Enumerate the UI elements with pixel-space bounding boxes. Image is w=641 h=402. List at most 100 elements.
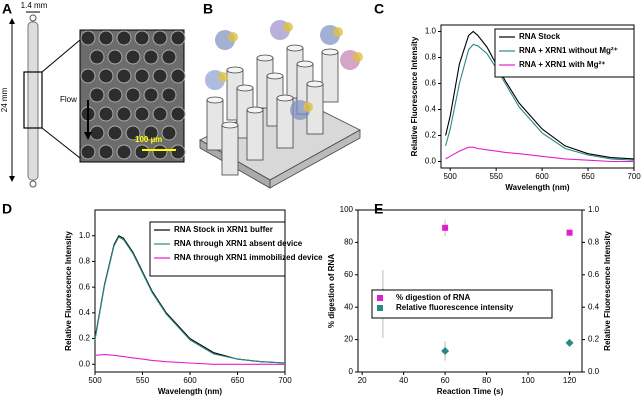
x-tick-label: 600 (183, 376, 197, 385)
y-tick-label: 0.0 (425, 157, 437, 166)
x-tick-label: 500 (88, 376, 102, 385)
pillar-hole (98, 144, 114, 160)
pillar-top (321, 48, 339, 56)
pillar-hole (116, 106, 132, 122)
panel-label: E (374, 201, 383, 217)
panel-label: A (2, 1, 12, 17)
pillar-top (296, 60, 314, 68)
pillar-hole (89, 49, 105, 65)
y-tick-label: 0.0 (79, 359, 91, 368)
legend-label: RNA + XRN1 without Mg²⁺ (519, 46, 618, 55)
y-tick-label: 0.2 (79, 334, 91, 343)
x-tick-label: 550 (489, 172, 503, 181)
pillar-hole (134, 144, 150, 160)
pillar-top (286, 44, 304, 52)
legend-label: RNA through XRN1 absent device (174, 239, 303, 248)
y-tick-label: 0.2 (425, 131, 437, 140)
pillar-hole (143, 49, 159, 65)
x-tick-label: 40 (399, 376, 408, 385)
point (442, 224, 449, 231)
x-axis-label: Wavelength (nm) (505, 183, 569, 192)
legend-label: RNA + XRN1 with Mg²⁺ (519, 60, 605, 69)
y-tick-label: 100 (340, 205, 354, 214)
legend-label: RNA Stock (519, 32, 561, 41)
plot-frame (357, 209, 583, 373)
point (441, 346, 450, 355)
pillar-hole (143, 125, 159, 141)
enzyme (218, 72, 228, 82)
x-tick-label: 120 (563, 376, 577, 385)
pillar-hole (125, 87, 141, 103)
pillar-top (226, 66, 244, 74)
pillar-hole (107, 125, 123, 141)
x-tick-label: 650 (581, 172, 595, 181)
pillar-hole (107, 49, 123, 65)
enzyme (333, 27, 343, 37)
x-tick-label: 550 (136, 376, 150, 385)
y2-tick-label: 0.4 (588, 302, 600, 311)
pillar-top (256, 54, 274, 62)
y-tick-label: 0.6 (79, 282, 91, 291)
x-tick-label: 20 (358, 376, 367, 385)
y-axis-label: Relative Fluorescence Intensity (410, 36, 419, 156)
x-tick-label: 80 (482, 376, 491, 385)
pillar (246, 109, 264, 161)
pillar-top (236, 84, 254, 92)
pillar (276, 97, 294, 149)
y-tick-label: 40 (344, 302, 353, 311)
pillar-top (266, 72, 284, 80)
pillar-hole (116, 144, 132, 160)
legend-box (494, 28, 635, 78)
y-tick-label: 0 (349, 367, 354, 376)
pillar-hole (80, 68, 96, 84)
y-tick-label: 60 (344, 270, 353, 279)
pillar-hole (125, 125, 141, 141)
pillar-top (246, 106, 264, 114)
pillar-hole (98, 30, 114, 46)
pillar-hole (80, 30, 96, 46)
flow-label: Flow (60, 95, 77, 104)
y-tick-label: 20 (344, 335, 353, 344)
y2-tick-label: 0.2 (588, 335, 600, 344)
x-tick-label: 60 (441, 376, 450, 385)
x-axis-label: Wavelength (nm) (158, 387, 222, 396)
legend-swatch (377, 295, 383, 301)
line (94, 354, 285, 365)
pillar-illustration (199, 20, 363, 189)
enzyme (283, 22, 293, 32)
legend-label: Relative fluorescence intensity (396, 303, 514, 312)
pillar (321, 51, 339, 103)
pillar-top (206, 96, 224, 104)
x-tick-label: 500 (444, 172, 458, 181)
pillar-hole (134, 68, 150, 84)
pillar (206, 99, 224, 151)
y-tick-label: 0.4 (79, 308, 91, 317)
pillar-hole (125, 49, 141, 65)
pillar-hole (152, 106, 168, 122)
enzyme (303, 102, 313, 112)
pillar-hole (107, 87, 123, 103)
point (565, 338, 574, 347)
y2-axis-label: Relative Fluorescence Intensity (603, 231, 612, 351)
pillar-hole (89, 125, 105, 141)
y-tick-label: 0.6 (425, 79, 437, 88)
y-axis-label: Relative Fluorescence Intensity (64, 231, 73, 351)
pillar-hole (152, 68, 168, 84)
legend-label: RNA through XRN1 immobilized device (174, 253, 323, 262)
legend-label: RNA Stock in XRN1 buffer (174, 225, 273, 234)
enzyme (353, 52, 363, 62)
pillar-hole (80, 144, 96, 160)
point (566, 229, 573, 236)
legend-box (371, 289, 553, 319)
pillar-top (221, 121, 239, 129)
pillar-hole (89, 87, 105, 103)
pillar-hole (98, 68, 114, 84)
pillar-hole (161, 125, 177, 141)
pillar-hole (170, 68, 186, 84)
pillar-hole (170, 106, 186, 122)
pillar-top (306, 80, 324, 88)
pillar-hole (161, 87, 177, 103)
pillar-hole (170, 30, 186, 46)
